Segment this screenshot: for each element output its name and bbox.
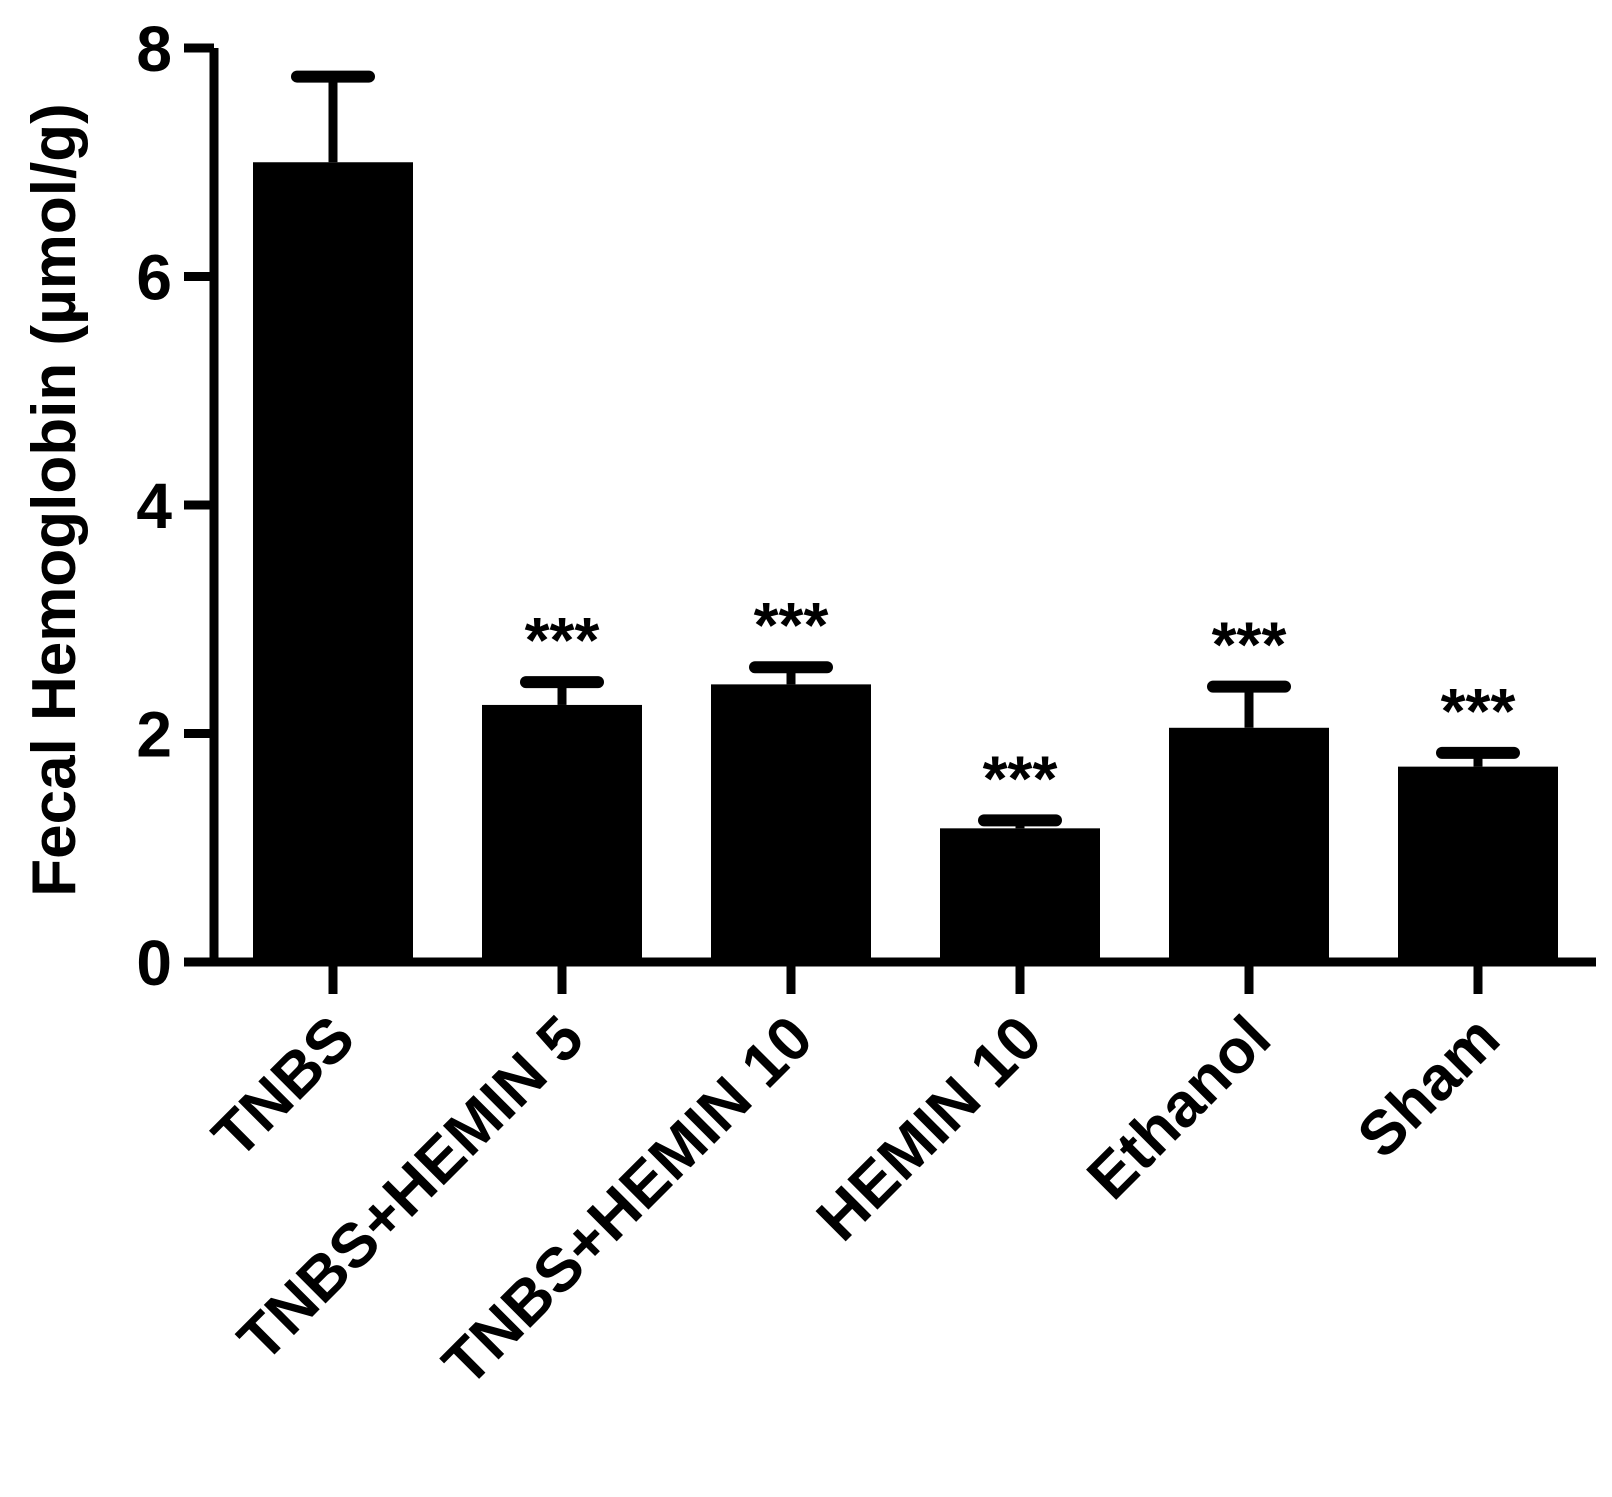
- significance-label-2: ***: [754, 589, 829, 661]
- x-tick-label-5: Sham: [1345, 1003, 1513, 1171]
- y-tick-label-3: 6: [136, 242, 172, 314]
- bars-layer: *** *** *** *** ***: [253, 70, 1558, 962]
- significance-label-4: ***: [1212, 609, 1287, 681]
- significance-label-5: ***: [1441, 675, 1516, 747]
- significance-label-3: ***: [983, 742, 1058, 814]
- bar-1: [482, 704, 642, 962]
- bar-3: [940, 828, 1100, 962]
- y-tick-label-1: 2: [136, 699, 172, 771]
- significance-label-1: ***: [525, 604, 600, 676]
- bar-2: [711, 684, 871, 962]
- bar-5: [1398, 766, 1558, 962]
- bar-4: [1169, 727, 1329, 962]
- y-axis-title: Fecal Hemoglobin (µmol/g): [20, 103, 89, 897]
- y-tick-label-4: 8: [136, 13, 172, 85]
- y-tick-label-0: 0: [136, 927, 172, 999]
- y-tick-label-2: 4: [136, 470, 172, 542]
- x-tick-label-0: TNBS: [200, 1003, 368, 1171]
- x-tick-label-4: Ethanol: [1074, 1003, 1284, 1213]
- x-tick-label-3: HEMIN 10: [804, 1003, 1055, 1254]
- bar-0: [253, 162, 413, 962]
